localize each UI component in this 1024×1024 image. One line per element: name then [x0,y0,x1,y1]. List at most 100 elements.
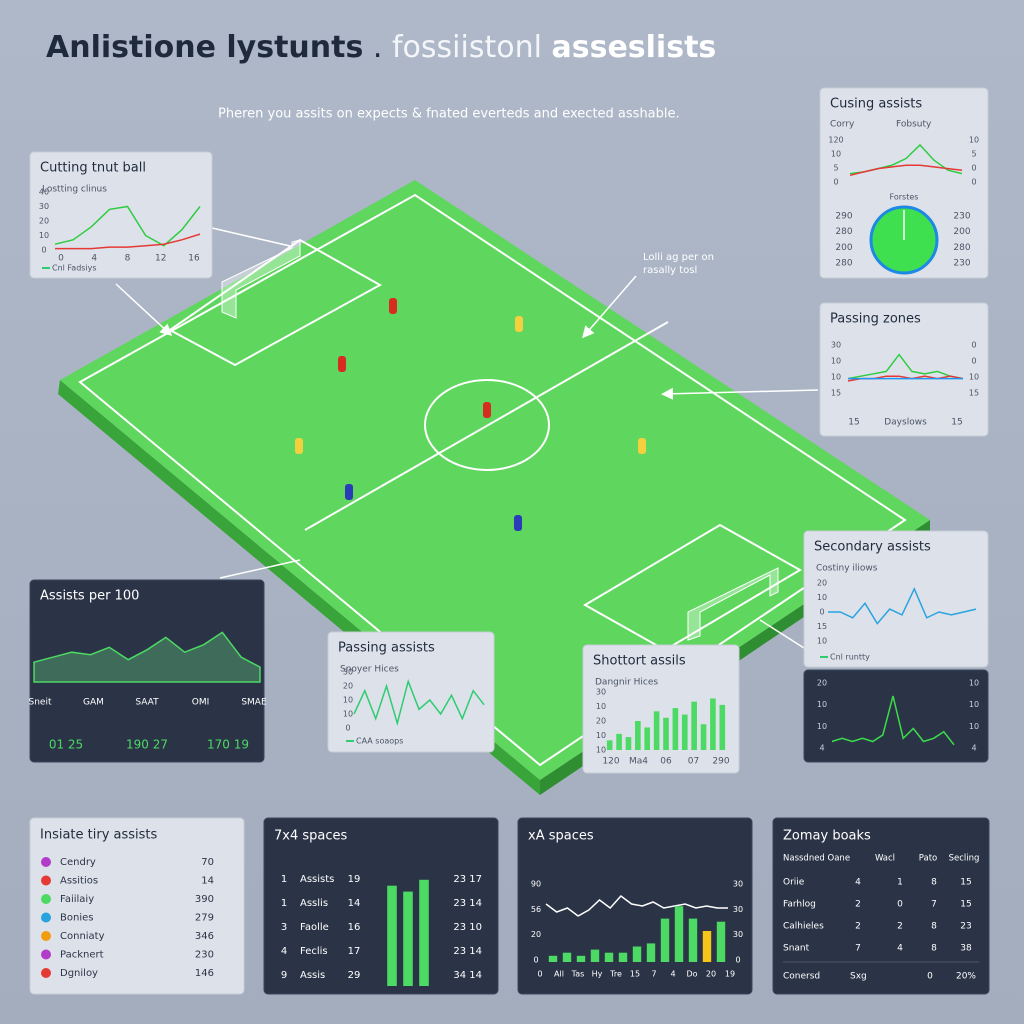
center-circle [424,379,550,471]
row-value: 29 [348,970,361,981]
x-tick-label: OMI [192,698,210,708]
line [353,678,485,727]
x-tick-label: 20 [706,970,716,979]
item-name: Packnert [60,950,104,961]
y-tick-label: 4 [971,744,976,753]
x-tick-label: 8 [125,254,131,264]
x-tick-label: 290 [712,757,729,767]
row-score: 23 10 [453,922,482,933]
panel-title: Assists per 100 [40,589,139,604]
panel-title: Passing assists [338,641,435,656]
table-cell: 4 [897,944,903,954]
header-label: Corry [830,120,855,130]
y-tick-label: 10 [817,593,827,602]
x-tick-label: 15 [630,970,640,979]
x-tick-label: 19 [725,970,735,979]
bar [710,698,716,750]
x-tick-label: Do [686,970,697,979]
panel-subtitle: Lostting clinus [42,185,107,195]
table-cell: 2 [855,922,861,932]
y-tick-label: 20 [343,682,353,691]
row-name: Feclis [300,946,328,957]
x-tick-label: 4 [670,970,675,979]
panel-title: Cusing assists [830,97,922,112]
legend-dot [41,894,51,904]
bar [403,891,413,986]
y-tick-label: 30 [831,341,841,350]
panel-title: 7x4 spaces [274,829,348,844]
header-label: Fobsuty [896,120,932,130]
table-cell: 8 [931,922,937,932]
page-title: Anlistione lystunts . fossiistonl assesl… [46,30,716,65]
bar [719,704,726,750]
table-cell: Calhieles [783,922,824,932]
line [54,205,201,247]
player [389,298,397,314]
bar [674,906,684,962]
table-header: Nassdned Oane [783,854,850,864]
panel [772,817,990,995]
panel [803,669,989,763]
legend-label: Cnl Fadsiys [52,264,97,273]
bar [590,949,600,962]
bar [646,943,656,962]
table-cell: 7 [931,900,937,910]
table-cell: Farhlog [783,900,816,910]
player [295,438,303,454]
table-cell: 2 [855,900,861,910]
bar [672,708,679,750]
table-cell: 15 [960,900,971,910]
x-tick-label: Tas [571,970,585,979]
bar [702,931,712,962]
panel-title: Passing zones [830,312,921,327]
table-cell: 7 [855,944,861,954]
row-rank: 3 [281,922,287,933]
x-tick-label: 16 [188,254,200,264]
line [545,894,728,917]
y-tick-label: 4 [819,744,824,753]
row-value: 14 [348,898,361,909]
item-value: 230 [195,950,214,961]
table-footer: 0 [927,972,933,982]
table-cell: 8 [931,878,937,888]
bar [604,952,614,962]
x-tick-label: Dayslows [884,418,927,428]
arrow [219,559,301,579]
bar [618,952,628,962]
panel-subtitle: Costiny iliows [816,564,878,574]
table-footer: Sxg [850,972,867,982]
panel-title: Secondary assists [814,540,931,555]
player [483,402,491,418]
bar [562,952,572,962]
legend-label: Cnl runtty [830,653,870,662]
bar [660,918,670,962]
row-rank: 1 [281,898,287,909]
x-tick-label: 4 [91,254,97,264]
row-score: 34 14 [453,970,482,981]
arrow [115,283,173,337]
y-tick-label: 20 [531,930,541,939]
row-name: Asslis [300,898,328,909]
panel [29,817,245,995]
y-tick-label: 15 [831,389,841,398]
y-tick-label: 10 [817,700,827,709]
x-tick-label: 06 [660,757,672,767]
donut-side-label: 280 [835,259,852,269]
item-value: 146 [195,968,214,979]
table-cell: 15 [960,878,971,888]
halfway-line [304,321,669,531]
y-tick-label: 20 [39,217,49,226]
item-name: Cendry [60,857,96,868]
title-sep: . [373,30,383,65]
bar [548,955,558,962]
bar [644,727,651,750]
table-footer: Conersd [783,972,820,982]
item-name: Conniaty [60,931,105,942]
y-tick-label: 30 [343,668,353,677]
x-tick-label: 7 [651,970,656,979]
bar [606,740,613,750]
y-tick-label: 20 [817,579,827,588]
y-tick-label: 10 [969,700,979,709]
title-main: Anlistione lystunts [46,30,363,65]
